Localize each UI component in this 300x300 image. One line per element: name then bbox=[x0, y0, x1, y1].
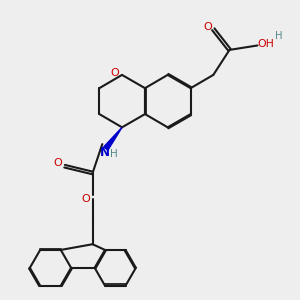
Polygon shape bbox=[104, 127, 122, 150]
Text: O: O bbox=[203, 22, 212, 32]
Text: O: O bbox=[54, 158, 62, 168]
Text: H: H bbox=[110, 149, 118, 159]
Text: N: N bbox=[100, 146, 110, 159]
Text: O: O bbox=[82, 194, 91, 204]
Text: O: O bbox=[110, 68, 119, 78]
Text: H: H bbox=[275, 31, 282, 41]
Text: OH: OH bbox=[258, 39, 275, 49]
